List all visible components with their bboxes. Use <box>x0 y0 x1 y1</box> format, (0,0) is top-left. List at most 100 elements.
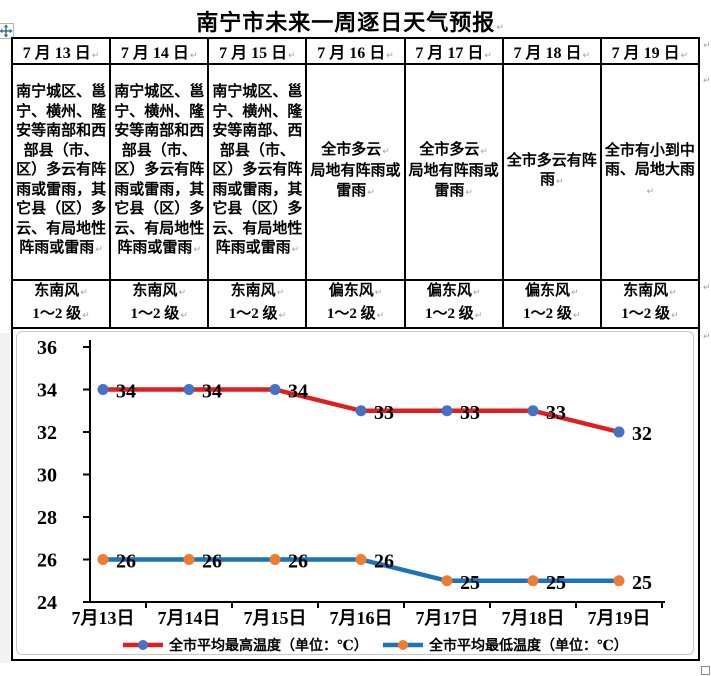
chart-row: 24 26 28 30 32 34 36 7月13日 7月14日 7月15日 7月16日 7月17日 7… <box>11 327 700 661</box>
paragraph-mark-icon <box>190 51 198 61</box>
date-cell[interactable]: 7 月 16 日 <box>305 37 406 65</box>
wind-paragraph: 1～2 级 <box>113 304 205 327</box>
legend-marker-sample <box>138 640 148 650</box>
wind-row: 东南风 1～2 级 东南风 1～2 级 东南风 1～2 级 偏东风 1～2 级 偏东风 1～2 级… <box>10 279 701 329</box>
paragraph-mark-icon <box>288 51 296 61</box>
paragraph-mark-icon <box>277 288 285 298</box>
data-point-marker <box>613 575 625 587</box>
x-tick-label: 7月14日 <box>158 608 221 628</box>
paragraph-mark-icon <box>367 188 375 198</box>
paragraph-mark-icon <box>703 283 711 293</box>
wind-paragraph: 东南风 <box>211 281 303 304</box>
wind-paragraph-text: 1～2 级 <box>130 306 180 322</box>
wind-cell[interactable]: 东南风 1～2 级 <box>109 279 210 329</box>
wind-paragraph: 1～2 级 <box>506 304 598 327</box>
wind-paragraph-text: 偏东风 <box>426 283 472 299</box>
paragraph-mark-icon <box>571 288 579 298</box>
wind-cell[interactable]: 偏东风 1～2 级 <box>501 279 602 329</box>
data-label: 25 <box>632 572 652 594</box>
weather-cell[interactable]: 南宁城区、邕宁、横州、隆安等南部、西部县（市、区）多云有阵雨或雷雨，其它县（区）… <box>207 63 308 281</box>
wind-cell[interactable]: 东南风 1～2 级 <box>599 279 701 329</box>
date-cell[interactable]: 7 月 15 日 <box>207 37 308 65</box>
wind-cell[interactable]: 东南风 1～2 级 <box>207 279 308 329</box>
y-tick-label: 26 <box>37 550 57 572</box>
data-point-marker <box>613 426 625 438</box>
data-label: 25 <box>460 572 480 594</box>
move-arrows-icon <box>0 24 13 38</box>
x-tick-label: 7月16日 <box>330 608 393 628</box>
wind-paragraph: 1～2 级 <box>211 304 303 327</box>
data-point-marker <box>355 554 367 565</box>
wind-paragraph-text: 1～2 级 <box>326 306 376 322</box>
paragraph-mark-icon <box>386 51 394 61</box>
weather-paragraph-text: 局地有阵雨或雷雨 <box>408 163 499 199</box>
paragraph-mark-icon <box>703 41 711 51</box>
date-cell[interactable]: 7 月 18 日 <box>501 37 602 65</box>
weather-paragraph: 南宁城区、邕宁、横州、隆安等南部和西部县（市、区）多云有阵雨或雷雨，其它县（区）… <box>15 83 107 261</box>
wind-paragraph: 东南风 <box>604 281 696 304</box>
table-move-handle-icon[interactable] <box>0 23 14 39</box>
date-label: 7 月 13 日 <box>22 45 91 62</box>
weather-paragraph-text: 南宁城区、邕宁、横州、隆安等南部和西部县（市、区）多云有阵雨或雷雨，其它县（区）… <box>16 84 107 257</box>
date-cell[interactable]: 7 月 14 日 <box>109 37 210 65</box>
weather-cell[interactable]: 全市多云局地有阵雨或雷雨 <box>305 63 406 281</box>
y-tick-label: 34 <box>37 380 57 402</box>
wind-paragraph-text: 1～2 级 <box>424 306 474 322</box>
weather-cell[interactable]: 全市有小到中雨、局地大雨 <box>599 63 701 281</box>
page-title[interactable]: 南宁市未来一周逐日天气预报 <box>0 5 700 37</box>
paragraph-mark-icon <box>480 147 488 157</box>
weather-cell[interactable]: 南宁城区、邕宁、横州、隆安等南部和西部县（市、区）多云有阵雨或雷雨，其它县（区）… <box>10 63 112 281</box>
date-cell[interactable]: 7 月 17 日 <box>403 37 504 65</box>
weather-row: 南宁城区、邕宁、横州、隆安等南部和西部县（市、区）多云有阵雨或雷雨，其它县（区）… <box>10 63 701 281</box>
data-point-marker <box>183 554 195 565</box>
wind-paragraph-text: 偏东风 <box>524 283 570 299</box>
paragraph-mark-icon <box>647 187 655 197</box>
paragraph-mark-icon <box>193 245 201 255</box>
paragraph-mark-icon <box>475 311 483 321</box>
wind-cell[interactable]: 偏东风 1～2 级 <box>403 279 504 329</box>
weather-paragraph: 全市有小到中雨、局地大雨 <box>604 142 696 203</box>
paragraph-mark-icon <box>703 332 711 342</box>
x-tick-label: 7月17日 <box>416 608 479 628</box>
weather-paragraph: 南宁城区、邕宁、横州、隆安等南部和西部县（市、区）多云有阵雨或雷雨，其它县（区）… <box>113 83 205 261</box>
forecast-table: 7 月 13 日 7 月 14 日 7 月 15 日 7 月 16 日 7 月 17 日… <box>10 37 701 661</box>
date-cell[interactable]: 7 月 13 日 <box>10 37 112 65</box>
table-resize-handle[interactable] <box>701 666 710 675</box>
wind-paragraph-text: 1～2 级 <box>621 306 671 322</box>
paragraph-mark-icon <box>82 311 90 321</box>
data-point-marker <box>269 384 281 395</box>
paragraph-mark-icon <box>377 311 385 321</box>
wind-cell[interactable]: 东南风 1～2 级 <box>10 279 112 329</box>
page-title-text: 南宁市未来一周逐日天气预报 <box>196 10 496 35</box>
wind-paragraph: 东南风 <box>15 281 107 304</box>
data-point-marker <box>441 405 453 417</box>
weather-cell[interactable]: 全市多云有阵雨 <box>501 63 602 281</box>
y-tick-label: 30 <box>37 465 57 487</box>
legend-marker-sample <box>398 640 408 650</box>
data-point-marker <box>441 575 453 587</box>
wind-cell[interactable]: 偏东风 1～2 级 <box>305 279 406 329</box>
legend-label: 全市平均最高温度（单位：℃） <box>168 637 368 654</box>
paragraph-mark-icon <box>292 245 300 255</box>
x-tick-label: 7月18日 <box>502 608 565 628</box>
data-label: 26 <box>116 551 136 573</box>
date-cell[interactable]: 7 月 19 日 <box>599 37 701 65</box>
paragraph-mark-icon <box>669 288 677 298</box>
y-tick-label: 32 <box>37 422 57 444</box>
date-label: 7 月 14 日 <box>120 45 189 62</box>
paragraph-mark-icon <box>473 288 481 298</box>
temperature-chart[interactable]: 24 26 28 30 32 34 36 7月13日 7月14日 7月15日 7月16日 7月17日 7… <box>16 331 694 655</box>
data-point-marker <box>527 405 539 417</box>
data-label: 34 <box>116 381 136 403</box>
wind-paragraph: 1～2 级 <box>604 304 696 327</box>
wind-paragraph: 1～2 级 <box>15 304 107 327</box>
weather-paragraph: 全市多云有阵雨 <box>506 152 598 193</box>
x-tick-label: 7月15日 <box>244 608 307 628</box>
wind-paragraph-text: 东南风 <box>132 283 178 299</box>
temperature-line-chart: 24 26 28 30 32 34 36 7月13日 7月14日 7月15日 7月16日 7月17日 7… <box>37 337 665 654</box>
weather-cell[interactable]: 南宁城区、邕宁、横州、隆安等南部和西部县（市、区）多云有阵雨或雷雨，其它县（区）… <box>109 63 210 281</box>
wind-paragraph-text: 东南风 <box>623 283 669 299</box>
weather-cell[interactable]: 全市多云局地有阵雨或雷雨 <box>403 63 504 281</box>
paragraph-mark-icon <box>484 51 492 61</box>
data-label: 33 <box>374 402 394 424</box>
